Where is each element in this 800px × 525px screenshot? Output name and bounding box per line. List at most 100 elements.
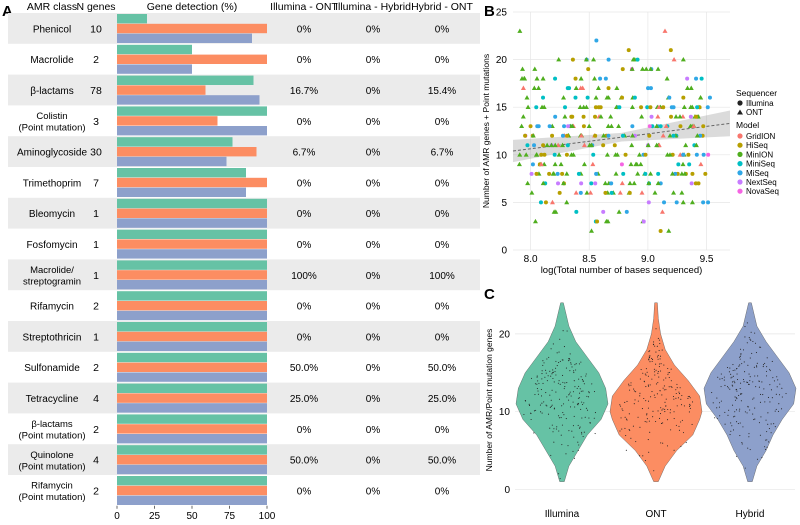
n-genes-value: 78 [90, 85, 102, 97]
scatter-point-ont [560, 142, 566, 148]
violin-jitter-point [558, 415, 560, 417]
violin-jitter-point [735, 409, 738, 411]
scatter-point-illumina [619, 162, 624, 167]
violin-jitter-point [630, 382, 632, 384]
violin-jitter-point [586, 409, 589, 411]
amr-class-label: Colistin [36, 111, 67, 122]
diff-illumina-ont: 100% [291, 271, 317, 282]
violin-jitter-point [583, 383, 585, 385]
legend-ont-symbol [737, 109, 743, 115]
scatter-point-illumina [624, 209, 629, 214]
violin-jitter-point [643, 381, 645, 383]
legend-model-label: NextSeq [746, 178, 777, 187]
violin-jitter-point [546, 405, 548, 407]
violin-jitter-point [553, 381, 555, 383]
violin-jitter-point [762, 394, 764, 396]
legend-model-symbol [737, 142, 743, 148]
violin-jitter-point [640, 369, 642, 371]
bar-ont [117, 54, 267, 64]
violin-jitter-point [732, 375, 734, 377]
scatter-point-illumina [707, 95, 712, 100]
violin-jitter-point [568, 430, 570, 432]
scatter-point-ont [685, 85, 691, 90]
violin-jitter-point [639, 455, 641, 457]
violin-jitter-point [673, 449, 675, 451]
violin-jitter-point [619, 405, 622, 407]
violin-jitter-point [680, 421, 682, 423]
violin-jitter-point [647, 400, 650, 402]
violin-jitter-point [762, 364, 765, 366]
scatter-point-illumina [645, 105, 650, 110]
y-tick-label: 0 [504, 485, 510, 496]
violin-jitter-point [657, 382, 659, 384]
scatter-point-illumina [595, 219, 600, 224]
legend-model-label: MinION [746, 150, 773, 159]
violin-jitter-point [774, 410, 776, 412]
violin-jitter-point [530, 413, 532, 415]
violin-jitter-point [656, 356, 659, 358]
diff-hybrid-ont: 0% [435, 332, 450, 343]
violin-jitter-point [660, 370, 662, 372]
diff-illumina-hybrid: 0% [366, 86, 381, 97]
scatter-point-ont [602, 180, 608, 186]
scatter-point-ont [523, 152, 529, 157]
violin-jitter-point [759, 434, 761, 436]
legend-model-label: MiniSeq [746, 160, 775, 169]
violin-jitter-point [754, 332, 756, 334]
violin-jitter-point [633, 390, 635, 392]
violin-jitter-point [569, 353, 571, 355]
violin-jitter-point [760, 416, 762, 418]
scatter-point-illumina [699, 76, 704, 81]
scatter-point-ont [681, 104, 687, 109]
scatter-point-ont [691, 123, 697, 129]
violin-jitter-point [778, 394, 781, 396]
violin-jitter-point [583, 402, 585, 404]
violin-jitter-point [654, 396, 656, 399]
violin-jitter-point [573, 372, 575, 374]
scatter-point-illumina [594, 171, 599, 176]
violin-jitter-point [580, 361, 582, 363]
violin-jitter-point [665, 389, 667, 391]
violin-jitter-point [572, 391, 575, 393]
violin-jitter-point [648, 351, 650, 353]
violin-jitter-point [760, 346, 762, 348]
bar-illumina [117, 137, 233, 147]
violin-jitter-point [619, 404, 621, 406]
violin-jitter-point [762, 366, 764, 368]
legend-model-label: NovaSeq [746, 187, 779, 196]
violin-jitter-point [742, 426, 744, 428]
violin-jitter-point [731, 384, 733, 386]
scatter-point-illumina [581, 114, 586, 119]
violin-jitter-point [577, 449, 579, 451]
violin-jitter-point [582, 380, 584, 382]
scatter-point-illumina [656, 171, 661, 176]
scatter-point-illumina [556, 181, 561, 186]
violin-jitter-point [553, 428, 555, 430]
violin-jitter-point [550, 348, 552, 350]
scatter-point-illumina [649, 114, 654, 119]
n-genes-value: 30 [90, 147, 102, 159]
scatter-point-illumina [594, 38, 599, 43]
scatter-point-illumina [658, 124, 663, 129]
scatter-point-ont [558, 161, 564, 167]
violin-jitter-point [676, 405, 678, 407]
scatter-point-ont [643, 66, 649, 71]
scatter-point-ont [608, 123, 614, 129]
violin-jitter-point [669, 412, 671, 414]
violin-jitter-point [563, 388, 565, 390]
scatter-point-ont [679, 190, 685, 195]
violin-jitter-point [536, 376, 538, 378]
x-tick-label: 8.0 [524, 254, 538, 265]
scatter-point-illumina [578, 190, 583, 195]
violin-jitter-point [643, 397, 645, 400]
scatter-point-ont [630, 133, 636, 138]
scatter-point-ont [524, 95, 530, 100]
scatter-point-ont [698, 161, 704, 167]
violin-jitter-point [670, 386, 672, 388]
scatter-point-illumina [669, 114, 674, 119]
violin-jitter-point [740, 353, 742, 355]
n-genes-value: 1 [93, 331, 99, 343]
scatter-point-illumina [560, 133, 565, 138]
scatter-point-ont [533, 152, 539, 157]
